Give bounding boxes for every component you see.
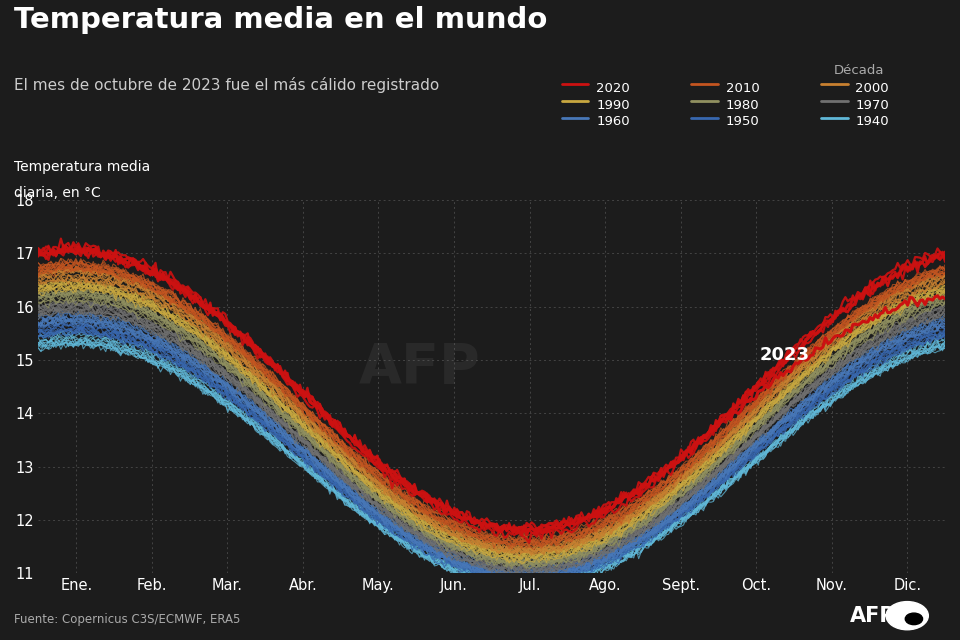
Text: Fuente: Copernicus C3S/ECMWF, ERA5: Fuente: Copernicus C3S/ECMWF, ERA5 bbox=[14, 613, 241, 626]
Text: AFP: AFP bbox=[358, 341, 480, 395]
Text: Temperatura media: Temperatura media bbox=[14, 160, 151, 174]
Text: El mes de octubre de 2023 fue el más cálido registrado: El mes de octubre de 2023 fue el más cál… bbox=[14, 77, 440, 93]
Text: 1980: 1980 bbox=[726, 99, 759, 111]
Text: diaria, en °C: diaria, en °C bbox=[14, 186, 101, 200]
Text: 2010: 2010 bbox=[726, 82, 759, 95]
Text: 2023: 2023 bbox=[759, 346, 809, 364]
Text: 1940: 1940 bbox=[855, 115, 889, 128]
Text: Década: Década bbox=[834, 64, 884, 77]
Text: AFP: AFP bbox=[850, 606, 896, 626]
Text: 1990: 1990 bbox=[596, 99, 630, 111]
Text: 1950: 1950 bbox=[726, 115, 759, 128]
Text: 2000: 2000 bbox=[855, 82, 889, 95]
Text: 1960: 1960 bbox=[596, 115, 630, 128]
Text: Temperatura media en el mundo: Temperatura media en el mundo bbox=[14, 6, 548, 35]
Text: 1970: 1970 bbox=[855, 99, 889, 111]
Text: 2020: 2020 bbox=[596, 82, 630, 95]
